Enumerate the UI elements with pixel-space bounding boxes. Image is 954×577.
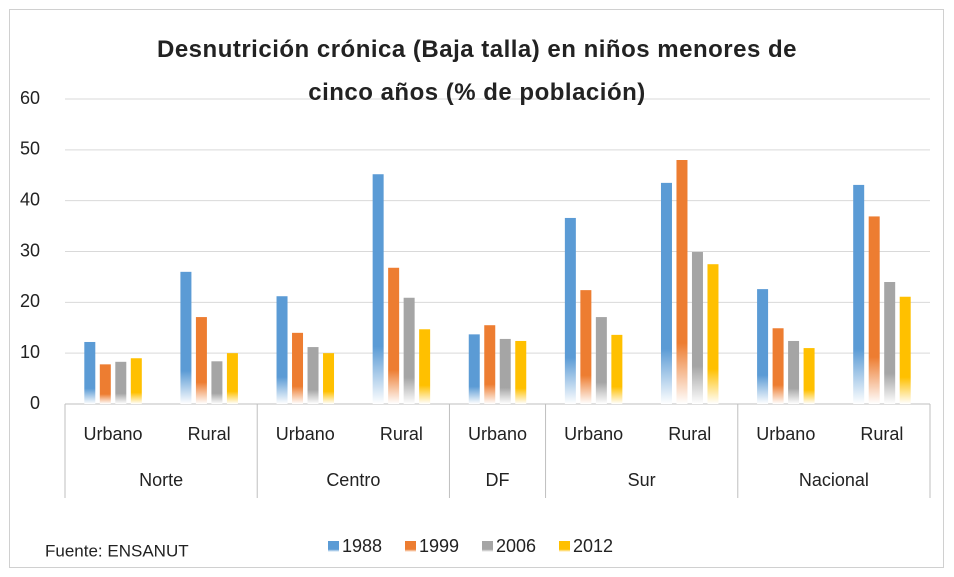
group-label: Sur bbox=[628, 470, 656, 490]
bar bbox=[484, 325, 496, 404]
x-tick-label: Urbano bbox=[84, 424, 143, 444]
bar bbox=[499, 338, 511, 404]
x-tick-label: Rural bbox=[380, 424, 423, 444]
y-tick-label: 30 bbox=[20, 240, 40, 260]
source-note: Fuente: ENSANUT bbox=[45, 541, 189, 560]
bar bbox=[707, 264, 719, 404]
bar bbox=[211, 361, 223, 404]
y-tick-label: 0 bbox=[30, 393, 40, 413]
bar bbox=[226, 353, 238, 404]
bar bbox=[307, 347, 319, 404]
bar bbox=[899, 296, 911, 404]
bar bbox=[757, 289, 769, 404]
bar bbox=[853, 184, 865, 404]
bar bbox=[772, 328, 784, 404]
chart-border bbox=[9, 9, 944, 568]
x-tick-label: Urbano bbox=[756, 424, 815, 444]
legend-swatch bbox=[482, 541, 493, 552]
bar bbox=[515, 340, 527, 404]
x-tick-label: Rural bbox=[188, 424, 231, 444]
bar bbox=[564, 217, 576, 404]
bar bbox=[84, 341, 96, 404]
legend-label: 2006 bbox=[496, 536, 536, 556]
x-tick-label: Rural bbox=[860, 424, 903, 444]
bar bbox=[788, 340, 800, 404]
bar bbox=[372, 174, 384, 404]
bar bbox=[884, 282, 896, 404]
group-label: Norte bbox=[139, 470, 183, 490]
x-tick-label: Urbano bbox=[468, 424, 527, 444]
y-tick-label: 20 bbox=[20, 291, 40, 311]
legend-label: 1999 bbox=[419, 536, 459, 556]
legend-label: 2012 bbox=[573, 536, 613, 556]
group-label: Centro bbox=[326, 470, 380, 490]
bar bbox=[388, 267, 400, 404]
group-label: DF bbox=[486, 470, 510, 490]
bar bbox=[180, 271, 192, 404]
bar bbox=[468, 334, 480, 404]
y-tick-label: 50 bbox=[20, 139, 40, 159]
legend-swatch bbox=[328, 541, 339, 552]
bar bbox=[403, 297, 415, 404]
legend-swatch bbox=[405, 541, 416, 552]
group-label: Nacional bbox=[799, 470, 869, 490]
bar bbox=[803, 348, 815, 404]
bar bbox=[99, 364, 111, 404]
bar bbox=[323, 353, 335, 404]
bar bbox=[130, 358, 142, 404]
bar bbox=[691, 252, 703, 404]
x-tick-label: Urbano bbox=[564, 424, 623, 444]
y-tick-label: 60 bbox=[20, 88, 40, 108]
bar bbox=[868, 216, 880, 404]
bar bbox=[195, 317, 207, 404]
x-tick-label: Rural bbox=[668, 424, 711, 444]
chart-title: Desnutrición crónica (Baja talla) en niñ… bbox=[157, 36, 797, 106]
bar bbox=[580, 290, 592, 404]
bar bbox=[660, 182, 672, 404]
bar bbox=[115, 361, 127, 404]
legend-label: 1988 bbox=[342, 536, 382, 556]
bar bbox=[419, 329, 431, 404]
bar bbox=[292, 332, 304, 404]
y-tick-label: 40 bbox=[20, 189, 40, 209]
legend-swatch bbox=[559, 541, 570, 552]
bar bbox=[276, 296, 288, 404]
y-tick-label: 10 bbox=[20, 342, 40, 362]
x-tick-label: Urbano bbox=[276, 424, 335, 444]
bar bbox=[595, 317, 607, 404]
bar bbox=[611, 334, 623, 404]
bar bbox=[676, 160, 688, 404]
